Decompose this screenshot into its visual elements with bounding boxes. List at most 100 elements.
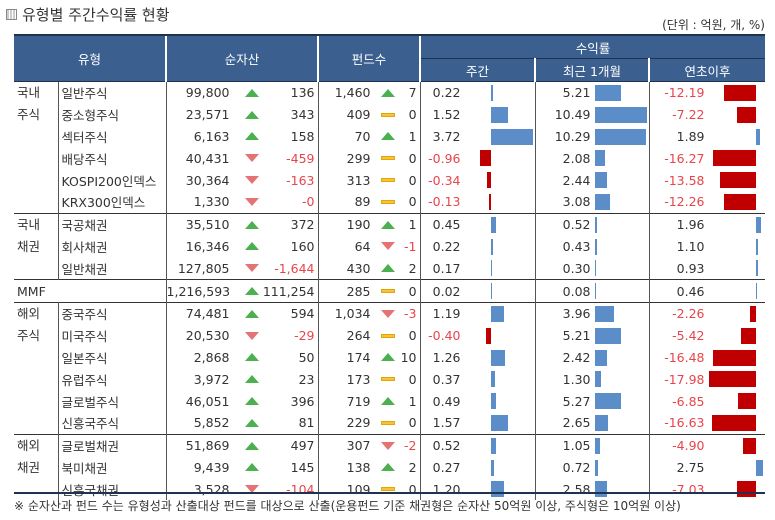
net-assets-change: 50 [298,349,315,365]
net-assets-change: 497 [290,438,315,454]
monthly-return-value: 5.21 [562,328,591,344]
fund-count-change: 0 [408,328,417,344]
ytd-return-value: -16.48 [664,349,705,365]
weekly-return-bar [489,193,491,210]
ytd-return-bar [742,437,756,454]
ytd-return-value: 1.89 [676,128,705,144]
up-arrow-icon [244,463,259,472]
up-arrow-icon [244,309,259,318]
weekly-return-bar [490,371,495,388]
up-arrow-icon [380,88,395,97]
ytd-return-value: -16.27 [664,150,705,166]
up-arrow-icon [380,397,395,406]
net-assets-change: 81 [298,415,315,431]
net-assets-change: 372 [290,217,315,233]
no-change-icon [380,289,395,294]
no-change-icon [380,199,395,204]
weekly-return-bar [490,305,504,322]
net-assets-value: 1,330 [193,194,230,210]
page-title: 유형별 주간수익률 현황 [6,4,170,25]
fund-type: 신흥국주식 [58,411,167,435]
fund-count-change: -1 [404,238,417,254]
net-assets-value: 35,510 [185,217,230,233]
group-label-line1: 국내 [17,85,41,100]
fund-count-change: 10 [400,349,417,365]
weekly-return-value: 0.22 [432,85,461,101]
fund-count-value: 173 [346,371,371,387]
returns-table: 유형 순자산 펀드수 수익률 주간 최근 1개월 연초이후 국내 주식 일반주식 99,800 1… [14,34,766,501]
ytd-return-bar [723,193,756,210]
fund-type: KRX300인덱스 [58,190,167,214]
header-weekly: 주간 [419,58,536,82]
footnote: ※ 순자산과 펀드 수는 유형성과 산출대상 펀드를 대상으로 산출(운용펀드 … [14,499,681,513]
header-fund-count: 펀드수 [317,34,421,82]
fund-count-value: 430 [346,260,371,276]
net-assets-change: -1,644 [274,260,315,276]
monthly-return-bar [594,260,597,277]
ytd-return-value: -5.42 [672,328,705,344]
group-label-line2: 채권 [17,238,41,254]
no-change-icon [380,420,395,425]
monthly-return-value: 0.08 [562,283,591,299]
ytd-return-value: 2.75 [676,459,705,475]
title-text: 유형별 주간수익률 현황 [22,6,170,24]
ytd-return-bar [741,327,756,344]
weekly-return-value: 1.26 [432,349,461,365]
ytd-return-value: -17.98 [664,371,705,387]
weekly-return-bar [490,349,505,366]
fund-count-value: 285 [346,283,371,299]
table-row: 섹터주식 6,163 158 70 1 3.72 10.29 1.89 [14,125,765,148]
fund-type: 글로벌주식 [58,390,167,412]
weekly-return-value: 0.45 [432,217,461,233]
monthly-return-bar [594,371,602,388]
down-arrow-icon [244,485,259,494]
down-arrow-icon [244,331,259,340]
monthly-return-value: 3.08 [562,194,591,210]
up-arrow-icon [244,397,259,406]
weekly-return-bar [479,150,491,167]
monthly-return-bar [594,327,621,344]
monthly-return-value: 2.42 [562,349,591,365]
table-row: 신흥국주식 5,852 81 229 0 1.57 2.65 -16.63 [14,411,765,435]
unit-label: (단위 : 억원, 개, %) [662,18,765,32]
no-change-icon [380,156,395,161]
table-row: 일본주식 2,868 50 174 10 1.26 2.42 -16.48 [14,346,765,369]
header-net-assets: 순자산 [165,34,319,82]
fund-count-change: 1 [408,393,417,409]
fund-count-change: 2 [408,459,417,475]
weekly-return-value: -0.13 [428,194,461,210]
down-arrow-icon [244,154,259,163]
monthly-return-bar [594,85,621,101]
net-assets-change: 396 [290,393,315,409]
footer-divider [14,492,765,494]
fund-count-value: 264 [346,328,371,344]
weekly-return-bar [490,106,508,123]
weekly-return-value: 0.02 [432,283,461,299]
net-assets-value: 9,439 [193,459,230,475]
monthly-return-bar [594,193,610,210]
fund-count-change: 2 [408,260,417,276]
weekly-return-value: 0.52 [432,438,461,454]
net-assets-value: 6,163 [193,128,230,144]
fund-count-change: 1 [408,128,417,144]
fund-type: 유럽주식 [58,368,167,391]
ytd-return-bar [755,459,763,476]
net-assets-value: 2,868 [193,349,230,365]
monthly-return-value: 5.27 [562,393,591,409]
ytd-return-bar [736,106,756,123]
monthly-return-value: 1.30 [562,371,591,387]
fund-count-value: 174 [346,349,371,365]
fund-count-value: 299 [346,150,371,166]
weekly-return-value: -0.96 [428,150,461,166]
header-monthly: 최근 1개월 [534,58,650,82]
down-arrow-icon [380,441,395,450]
no-change-icon [380,333,395,338]
table-row: 일반채권 127,805 -1,644 430 2 0.17 0.30 0.93 [14,257,765,280]
table-icon [6,9,17,20]
monthly-return-value: 3.96 [562,306,591,322]
table-row: 글로벌주식 46,051 396 719 1 0.49 5.27 -6.85 [14,390,765,412]
monthly-return-bar [594,128,646,145]
table-row: 유럽주식 3,972 23 173 0 0.37 1.30 -17.98 [14,368,765,391]
up-arrow-icon [244,441,259,450]
ytd-return-bar [723,85,756,101]
